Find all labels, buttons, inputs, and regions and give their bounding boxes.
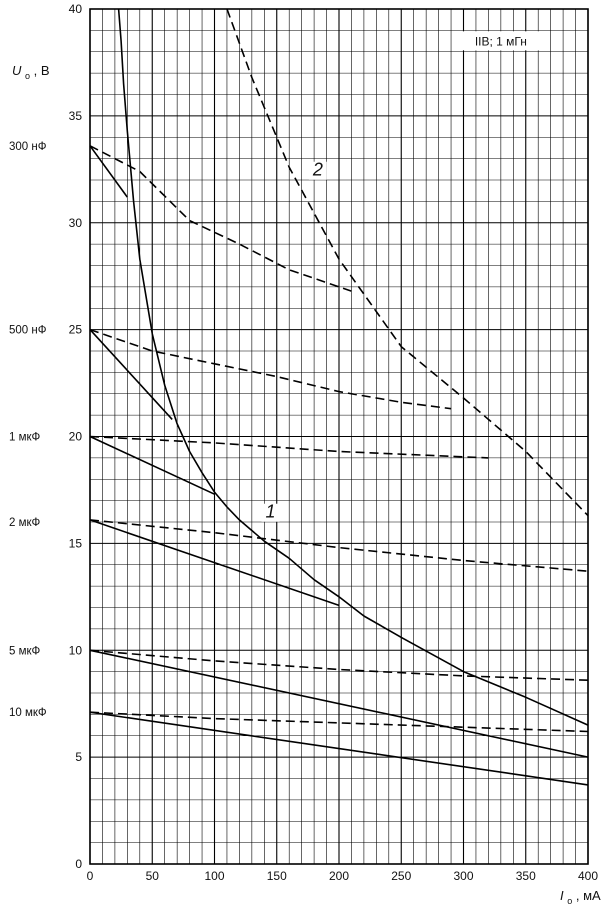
curve-label-1: 1 <box>266 502 276 522</box>
x-axis-label-main: I <box>560 888 564 903</box>
y-tick-label: 0 <box>75 857 82 871</box>
y-axis-label-main: U <box>12 63 22 78</box>
curve-label-2: 2 <box>312 160 323 180</box>
y-tick-label: 20 <box>69 430 83 444</box>
capacitance-labels: 300 нФ 500 нФ 1 мкФ 2 мкФ 5 мкФ 10 мкФ <box>9 141 47 719</box>
y-tick-label: 40 <box>69 2 83 16</box>
x-tick-label: 250 <box>391 869 411 883</box>
y-axis-label-unit: , В <box>34 63 50 78</box>
x-tick-label: 100 <box>204 869 224 883</box>
solid-series-line-8 <box>89 519 340 607</box>
x-tick-label: 200 <box>329 869 349 883</box>
capacitance-label: 300 нФ <box>9 141 47 153</box>
dashed-series-line-3 <box>89 145 352 292</box>
capacitance-label: 500 нФ <box>9 325 47 337</box>
annotation-label: IIB; 1 мГн <box>475 34 527 48</box>
x-tick-label: 50 <box>146 869 160 883</box>
solid-series-line-2 <box>89 145 128 198</box>
y-axis-label: U o , В <box>12 63 50 82</box>
x-tick-label: 300 <box>453 869 473 883</box>
y-tick-label: 25 <box>69 323 83 337</box>
series-group <box>89 8 589 786</box>
y-axis-ticks: 0 5 10 15 20 25 30 35 40 <box>69 2 83 871</box>
y-tick-label: 35 <box>69 109 83 123</box>
capacitance-label: 5 мкФ <box>9 645 41 657</box>
x-axis-label: I o , мА <box>560 888 601 907</box>
capacitance-label: 10 мкФ <box>9 707 47 719</box>
annotation-box: IIB; 1 мГн <box>460 31 541 51</box>
y-tick-label: 10 <box>69 643 83 657</box>
capacitance-label: 1 мкФ <box>9 432 41 444</box>
y-tick-label: 15 <box>69 536 83 550</box>
curve-labels: 12 <box>261 160 327 522</box>
x-axis-label-sub: o <box>567 896 572 906</box>
y-tick-label: 5 <box>75 750 82 764</box>
y-axis-label-sub: o <box>25 71 30 81</box>
x-tick-label: 400 <box>578 869 598 883</box>
x-axis-ticks: 0 50 100 150 200 250 300 350 400 <box>87 869 599 883</box>
solid-series-line-6 <box>89 435 215 495</box>
solid-series-line-12 <box>89 711 589 786</box>
x-axis-label-unit: , мА <box>576 888 601 903</box>
x-tick-label: 150 <box>267 869 287 883</box>
dashed-series-line-7 <box>89 435 489 459</box>
curve-label-bg <box>308 161 327 180</box>
dashed-series-line-1 <box>226 8 589 517</box>
x-tick-label: 0 <box>87 869 94 883</box>
dashed-series-line-5 <box>89 328 452 410</box>
y-tick-label: 30 <box>69 216 83 230</box>
solid-series-line-0 <box>117 8 589 726</box>
solid-series-line-10 <box>89 649 589 758</box>
curve-label-bg <box>261 503 280 522</box>
x-tick-label: 350 <box>516 869 536 883</box>
capacitance-label: 2 мкФ <box>9 517 41 529</box>
solid-series-line-4 <box>89 329 173 420</box>
